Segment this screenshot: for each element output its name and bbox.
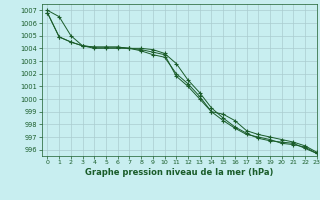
X-axis label: Graphe pression niveau de la mer (hPa): Graphe pression niveau de la mer (hPa) <box>85 168 273 177</box>
